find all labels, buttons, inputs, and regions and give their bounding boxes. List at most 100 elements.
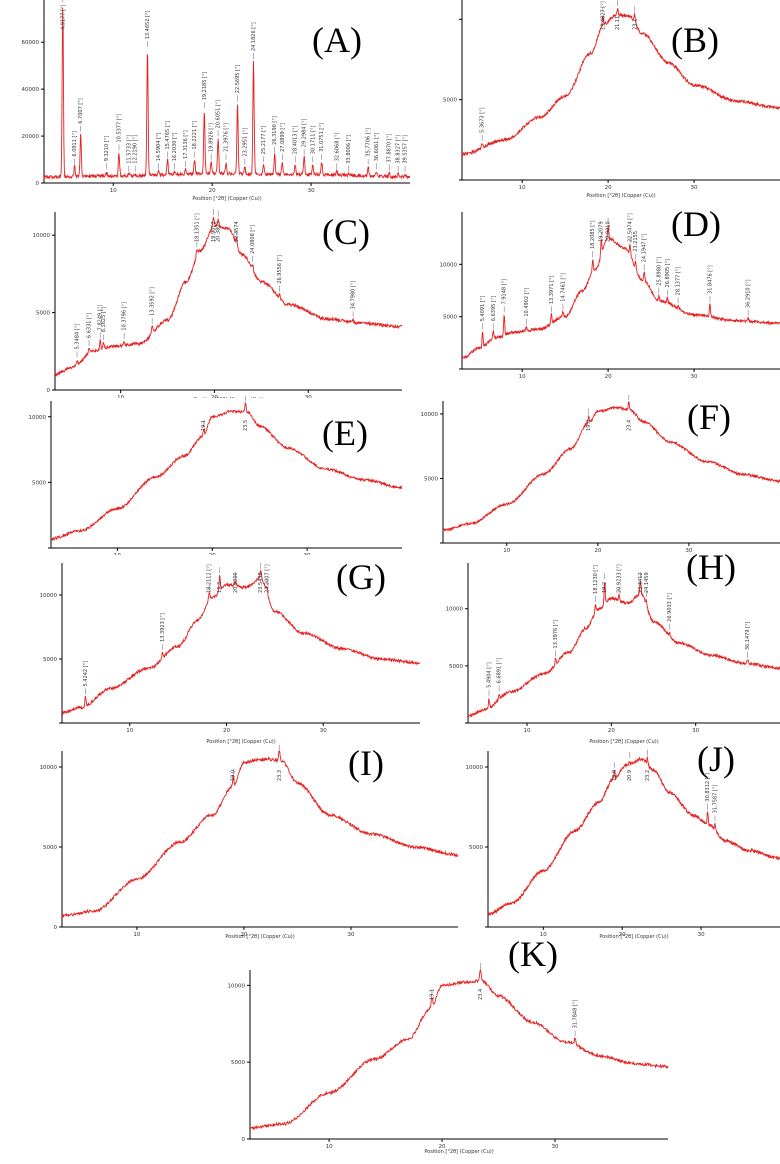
x-tick-label: 30 xyxy=(305,395,312,398)
y-tick-label: 5000 xyxy=(43,657,57,663)
peak-label: 19.2185 [°] xyxy=(202,72,208,101)
axis-lines xyxy=(487,751,780,928)
x-tick-label: 20 xyxy=(605,374,612,380)
y-tick-label: 10000 xyxy=(421,412,439,418)
x-tick-label: 30 xyxy=(552,1144,559,1150)
y-tick-label: 60000 xyxy=(22,40,40,46)
x-tick-label: 30 xyxy=(691,185,698,191)
x-tick-label: 20 xyxy=(209,553,216,555)
peak-label: 24.2007 [°] xyxy=(265,564,271,593)
peak-label: 36.6061 [°] xyxy=(374,133,380,162)
x-axis-label: Position [°2θ] (Copper (Cu)) xyxy=(225,934,294,940)
x-tick-label: 30 xyxy=(347,932,354,938)
panel-e: 5000 10000 10 20 30 19.1 23.5 (E) xyxy=(0,395,412,555)
peak-label: 19.4827 [°] xyxy=(600,1,606,30)
peak-label: 24.1826 [°] xyxy=(251,22,257,51)
diffraction-curve xyxy=(54,217,403,377)
peak-label: 25.2177 [°] xyxy=(261,126,267,155)
peak-label: 30.1711 [°] xyxy=(310,126,316,155)
xrd-chart-h: 5000 10000 10 20 30 Position [°2θ] (Copper (C… xyxy=(446,563,780,745)
peak-label: 15.4765 [°] xyxy=(165,121,171,150)
peak-label: 23.2951 [°] xyxy=(242,128,248,157)
peak-label: 6.6891 [°] xyxy=(497,658,503,684)
y-tick-label: 5000 xyxy=(443,315,457,321)
x-tick-label: 20 xyxy=(608,728,615,734)
peak-label: 6.6395 [°] xyxy=(491,296,497,322)
peak-label: 13.4652 [°] xyxy=(145,11,151,40)
x-axis-label: Position [°2θ] (Copper (Cu)) xyxy=(194,397,263,398)
x-axis-label: Position [°2θ] (Copper (Cu)) xyxy=(206,739,275,745)
peak-label: 20.9 xyxy=(627,770,633,781)
peak-label: 5.4904 [°] xyxy=(486,662,492,688)
diffraction-curve xyxy=(461,7,780,157)
peak-label: 23.2155 xyxy=(633,231,639,252)
x-tick-label: 20 xyxy=(223,728,230,734)
x-tick-label: 30 xyxy=(304,553,311,555)
peak-label: 26.9556 [°] xyxy=(277,255,283,284)
peak-label: 23.5 xyxy=(243,420,249,431)
peak-label: 30.8312 [°] xyxy=(705,773,711,802)
peak-label: 18.2112 [°] xyxy=(207,564,213,593)
peak-label: 19.8926 [°] xyxy=(209,123,215,152)
peak-label: 31.7848 [°] xyxy=(573,1000,579,1029)
peak-label: 13.3971 [°] xyxy=(549,275,555,304)
xrd-chart-b: 5000 10 20 30 Position [°2θ] (Copper (Cu)) 5.… xyxy=(443,0,780,199)
peak-label: 20.0210 xyxy=(606,221,612,242)
panel-tag-c: (C) xyxy=(322,212,370,252)
peak-label: 38.8327 [°] xyxy=(396,135,402,164)
diffraction-curve xyxy=(249,968,669,1131)
x-axis-label: Position [°2θ] (Copper (Cu)) xyxy=(192,196,261,202)
xrd-chart-d: 5000 10000 10 20 30 5.4091 [°] 6.6395 [°] 7.914… xyxy=(440,212,780,380)
peak-label: 6.7007 [°] xyxy=(78,98,84,124)
peak-label: 10.3796 [°] xyxy=(122,302,128,331)
peak-label: 21.11 xyxy=(615,16,621,30)
peak-label: 21.3976 [°] xyxy=(224,123,230,152)
panel-tag-f: (F) xyxy=(687,397,731,437)
peak-label: 13.3923 [°] xyxy=(160,613,166,642)
y-tick-label: 10000 xyxy=(33,233,51,239)
peak-label: 19.0 xyxy=(612,770,618,781)
y-tick-label: 0 xyxy=(242,1137,246,1143)
peak-label: 7.9148 [°] xyxy=(502,279,508,305)
x-tick-label: 30 xyxy=(691,374,698,380)
peak-label: 23.3 xyxy=(277,770,283,781)
xrd-chart-c: 0 5000 10000 10 20 30 Position [°2θ] (Copper (… xyxy=(33,208,403,398)
peak-label: 37.8870 [°] xyxy=(387,134,393,163)
peak-label: 28.4013 [°] xyxy=(293,126,299,155)
x-axis-label: Position [°2θ] (Copper (Cu)) xyxy=(589,739,658,745)
y-tick-label: 10000 xyxy=(29,415,47,421)
diffraction-curve xyxy=(467,580,780,718)
peak-label: 20.6051 [°] xyxy=(216,100,222,129)
peak-label: 18.2221 [°] xyxy=(192,121,198,150)
peak-label: 13.3592 [°] xyxy=(150,287,156,316)
panel-f: 5000 10000 10 20 30 19.0 23.4 (F) xyxy=(415,395,780,555)
peak-label: 12.2190 [°] xyxy=(133,135,139,164)
peak-label: 22.5474 [°] xyxy=(628,213,634,242)
y-tick-label: 20000 xyxy=(22,134,40,140)
x-tick-label: 20 xyxy=(240,932,247,938)
peak-label: 32.6068 [°] xyxy=(334,133,340,162)
panel-tag-g: (G) xyxy=(336,557,386,597)
peak-label: 10.5377 [°] xyxy=(116,114,122,143)
x-tick-label: 30 xyxy=(698,932,705,938)
diffraction-curve xyxy=(50,402,403,542)
panel-a: 0 20000 40000 60000 10 20 30 Position [°2θ] (Co… xyxy=(0,0,412,208)
peak-label: 7.8249 [°] xyxy=(98,305,104,331)
peak-label: 16.2030 [°] xyxy=(172,133,178,162)
panel-tag-d: (D) xyxy=(671,204,721,244)
peak-label: 23.2 xyxy=(645,770,651,781)
y-tick-label: 5000 xyxy=(43,845,57,851)
y-tick-label: 10000 xyxy=(40,593,58,599)
peak-label: 26.9033 [°] xyxy=(667,593,673,622)
panel-b: 5000 10 20 30 Position [°2θ] (Copper (Cu)) 5.… xyxy=(415,0,780,205)
peak-label: 13.3976 [°] xyxy=(553,620,559,649)
peak-label: 18.2085 [°] xyxy=(590,220,596,249)
peak-label: 39.5357 [°] xyxy=(403,135,409,164)
diffraction-curve xyxy=(461,224,780,360)
x-axis-label: Position [°2θ] (Copper (Cu)) xyxy=(586,193,655,199)
axis-lines xyxy=(467,563,780,724)
peak-label: 24.0808 [°] xyxy=(250,225,256,254)
panel-tag-e: (E) xyxy=(322,413,368,453)
panel-c: 0 5000 10000 10 20 30 Position [°2θ] (Copper (… xyxy=(0,206,412,398)
peak-label: 23.4412 xyxy=(638,572,644,593)
